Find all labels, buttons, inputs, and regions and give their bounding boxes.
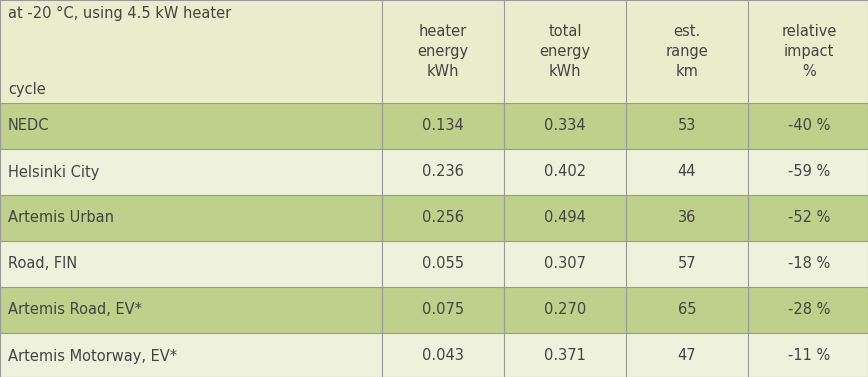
Text: 0.256: 0.256 <box>422 210 464 225</box>
Bar <box>0 103 868 149</box>
Text: 0.371: 0.371 <box>544 348 586 363</box>
Text: 44: 44 <box>678 164 696 179</box>
Text: -11 %: -11 % <box>788 348 830 363</box>
Text: -28 %: -28 % <box>788 302 830 317</box>
Text: Artemis Road, EV*: Artemis Road, EV* <box>8 302 142 317</box>
Text: Artemis Motorway, EV*: Artemis Motorway, EV* <box>8 348 177 363</box>
Text: -18 %: -18 % <box>788 256 830 271</box>
Text: Road, FIN: Road, FIN <box>8 256 77 271</box>
Text: 0.494: 0.494 <box>544 210 586 225</box>
Text: cycle: cycle <box>8 82 46 97</box>
Bar <box>0 287 868 333</box>
Text: at -20 °C, using 4.5 kW heater: at -20 °C, using 4.5 kW heater <box>8 6 231 21</box>
Text: 0.334: 0.334 <box>544 118 586 133</box>
Bar <box>0 195 868 241</box>
Text: 0.075: 0.075 <box>422 302 464 317</box>
Text: 65: 65 <box>678 302 696 317</box>
Text: heater
energy
kWh: heater energy kWh <box>418 24 469 79</box>
Text: -40 %: -40 % <box>788 118 830 133</box>
Text: -59 %: -59 % <box>788 164 830 179</box>
Text: 0.402: 0.402 <box>544 164 586 179</box>
Text: relative
impact
%: relative impact % <box>781 24 837 79</box>
Text: 0.055: 0.055 <box>422 256 464 271</box>
Bar <box>0 0 868 103</box>
Text: 0.043: 0.043 <box>422 348 464 363</box>
Text: 47: 47 <box>678 348 696 363</box>
Bar <box>0 149 868 195</box>
Text: est.
range
km: est. range km <box>666 24 708 79</box>
Text: 0.270: 0.270 <box>544 302 586 317</box>
Text: 0.134: 0.134 <box>422 118 464 133</box>
Text: 36: 36 <box>678 210 696 225</box>
Text: Artemis Urban: Artemis Urban <box>8 210 114 225</box>
Text: 0.307: 0.307 <box>544 256 586 271</box>
Text: NEDC: NEDC <box>8 118 49 133</box>
Bar <box>0 333 868 377</box>
Text: total
energy
kWh: total energy kWh <box>539 24 590 79</box>
Text: Helsinki City: Helsinki City <box>8 164 99 179</box>
Text: 57: 57 <box>678 256 696 271</box>
Text: 53: 53 <box>678 118 696 133</box>
Bar <box>0 241 868 287</box>
Text: 0.236: 0.236 <box>422 164 464 179</box>
Text: -52 %: -52 % <box>788 210 830 225</box>
